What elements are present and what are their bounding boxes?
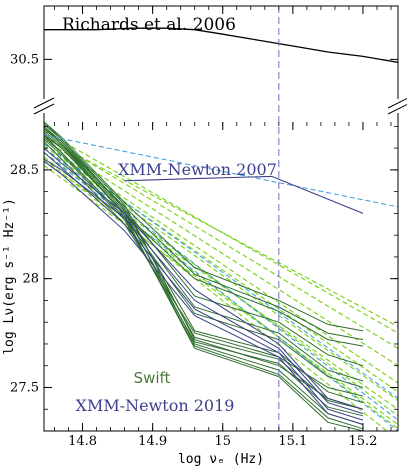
swift-sed-line-8 — [44, 132, 364, 410]
xmm2019-sed-line-1 — [44, 147, 364, 410]
swift-fit-line-3 — [44, 138, 398, 367]
annotation-swift: Swift — [134, 369, 171, 387]
swift-fit-line-4 — [44, 143, 398, 384]
swift-fit-line-10 — [44, 160, 398, 410]
bottom-panel-frame — [43, 104, 399, 432]
xmm2007-fit-line — [44, 134, 398, 208]
swift-sed-line-1 — [44, 121, 364, 332]
swift-sed-line-11 — [44, 134, 364, 430]
x-tick-label: 14.9 — [138, 434, 167, 449]
swift-fit-line-2 — [44, 134, 398, 349]
labels: 14.8 14.9 15 15.1 15.2 27.5 28 28.5 30.5 log νₑ (… — [2, 15, 377, 467]
swift-fit-line-11 — [44, 165, 398, 425]
x-tick-label: 15 — [214, 434, 231, 449]
annotation-richards: Richards et al. 2006 — [62, 15, 236, 35]
bottom-panel — [44, 121, 398, 431]
break-slash-right-2 — [387, 103, 407, 115]
y-tick-label: 27.5 — [10, 380, 39, 395]
x-tick-label: 15.1 — [278, 434, 307, 449]
annotation-xmm2007: XMM-Newton 2007 — [118, 160, 277, 179]
top-panel-frame — [43, 5, 399, 104]
break-slash-left-2 — [33, 103, 55, 115]
xmm2019-sed-line-2 — [44, 158, 364, 415]
y-tick-label: 28 — [22, 272, 39, 287]
xmm2007-sed-line — [124, 175, 364, 214]
swift-fit-line-5 — [44, 147, 398, 401]
break-slash-right-1 — [387, 97, 407, 109]
swift-fit-line-9 — [44, 136, 398, 328]
swift-sed-line-14 — [44, 126, 364, 431]
swift-sed-line-7 — [44, 126, 364, 404]
swift-sed-line-13 — [44, 141, 364, 397]
xmm2019-sed-line-4 — [44, 160, 364, 425]
x-axis-label: log νₑ (Hz) — [178, 452, 264, 467]
swift-sed-line-9 — [44, 139, 364, 417]
swift-sed-line-5 — [44, 130, 364, 382]
axes — [33, 5, 407, 432]
top-y-tick-label: 30.5 — [10, 52, 39, 67]
y-axis-label: log Lν(erg s⁻¹ Hz⁻¹) — [2, 198, 17, 355]
x-tick-label: 14.8 — [68, 434, 97, 449]
break-mask-left — [34, 99, 54, 113]
swift-fit-line-8 — [44, 158, 388, 431]
swift-fit-line-7 — [44, 156, 398, 430]
xmm2019-sed-line-3 — [44, 152, 364, 421]
xmm2019-fit-line-3 — [44, 152, 398, 431]
y-tick-label: 28.5 — [10, 163, 39, 178]
x-tick-label: 15.2 — [348, 434, 377, 449]
richards-sed-line — [44, 27, 398, 63]
top-panel — [44, 27, 398, 63]
xmm2019-fit-line-2 — [44, 147, 398, 421]
break-mask-right — [388, 99, 407, 113]
break-slash-left-1 — [33, 97, 55, 109]
annotation-xmm2019: XMM-Newton 2019 — [76, 396, 235, 415]
